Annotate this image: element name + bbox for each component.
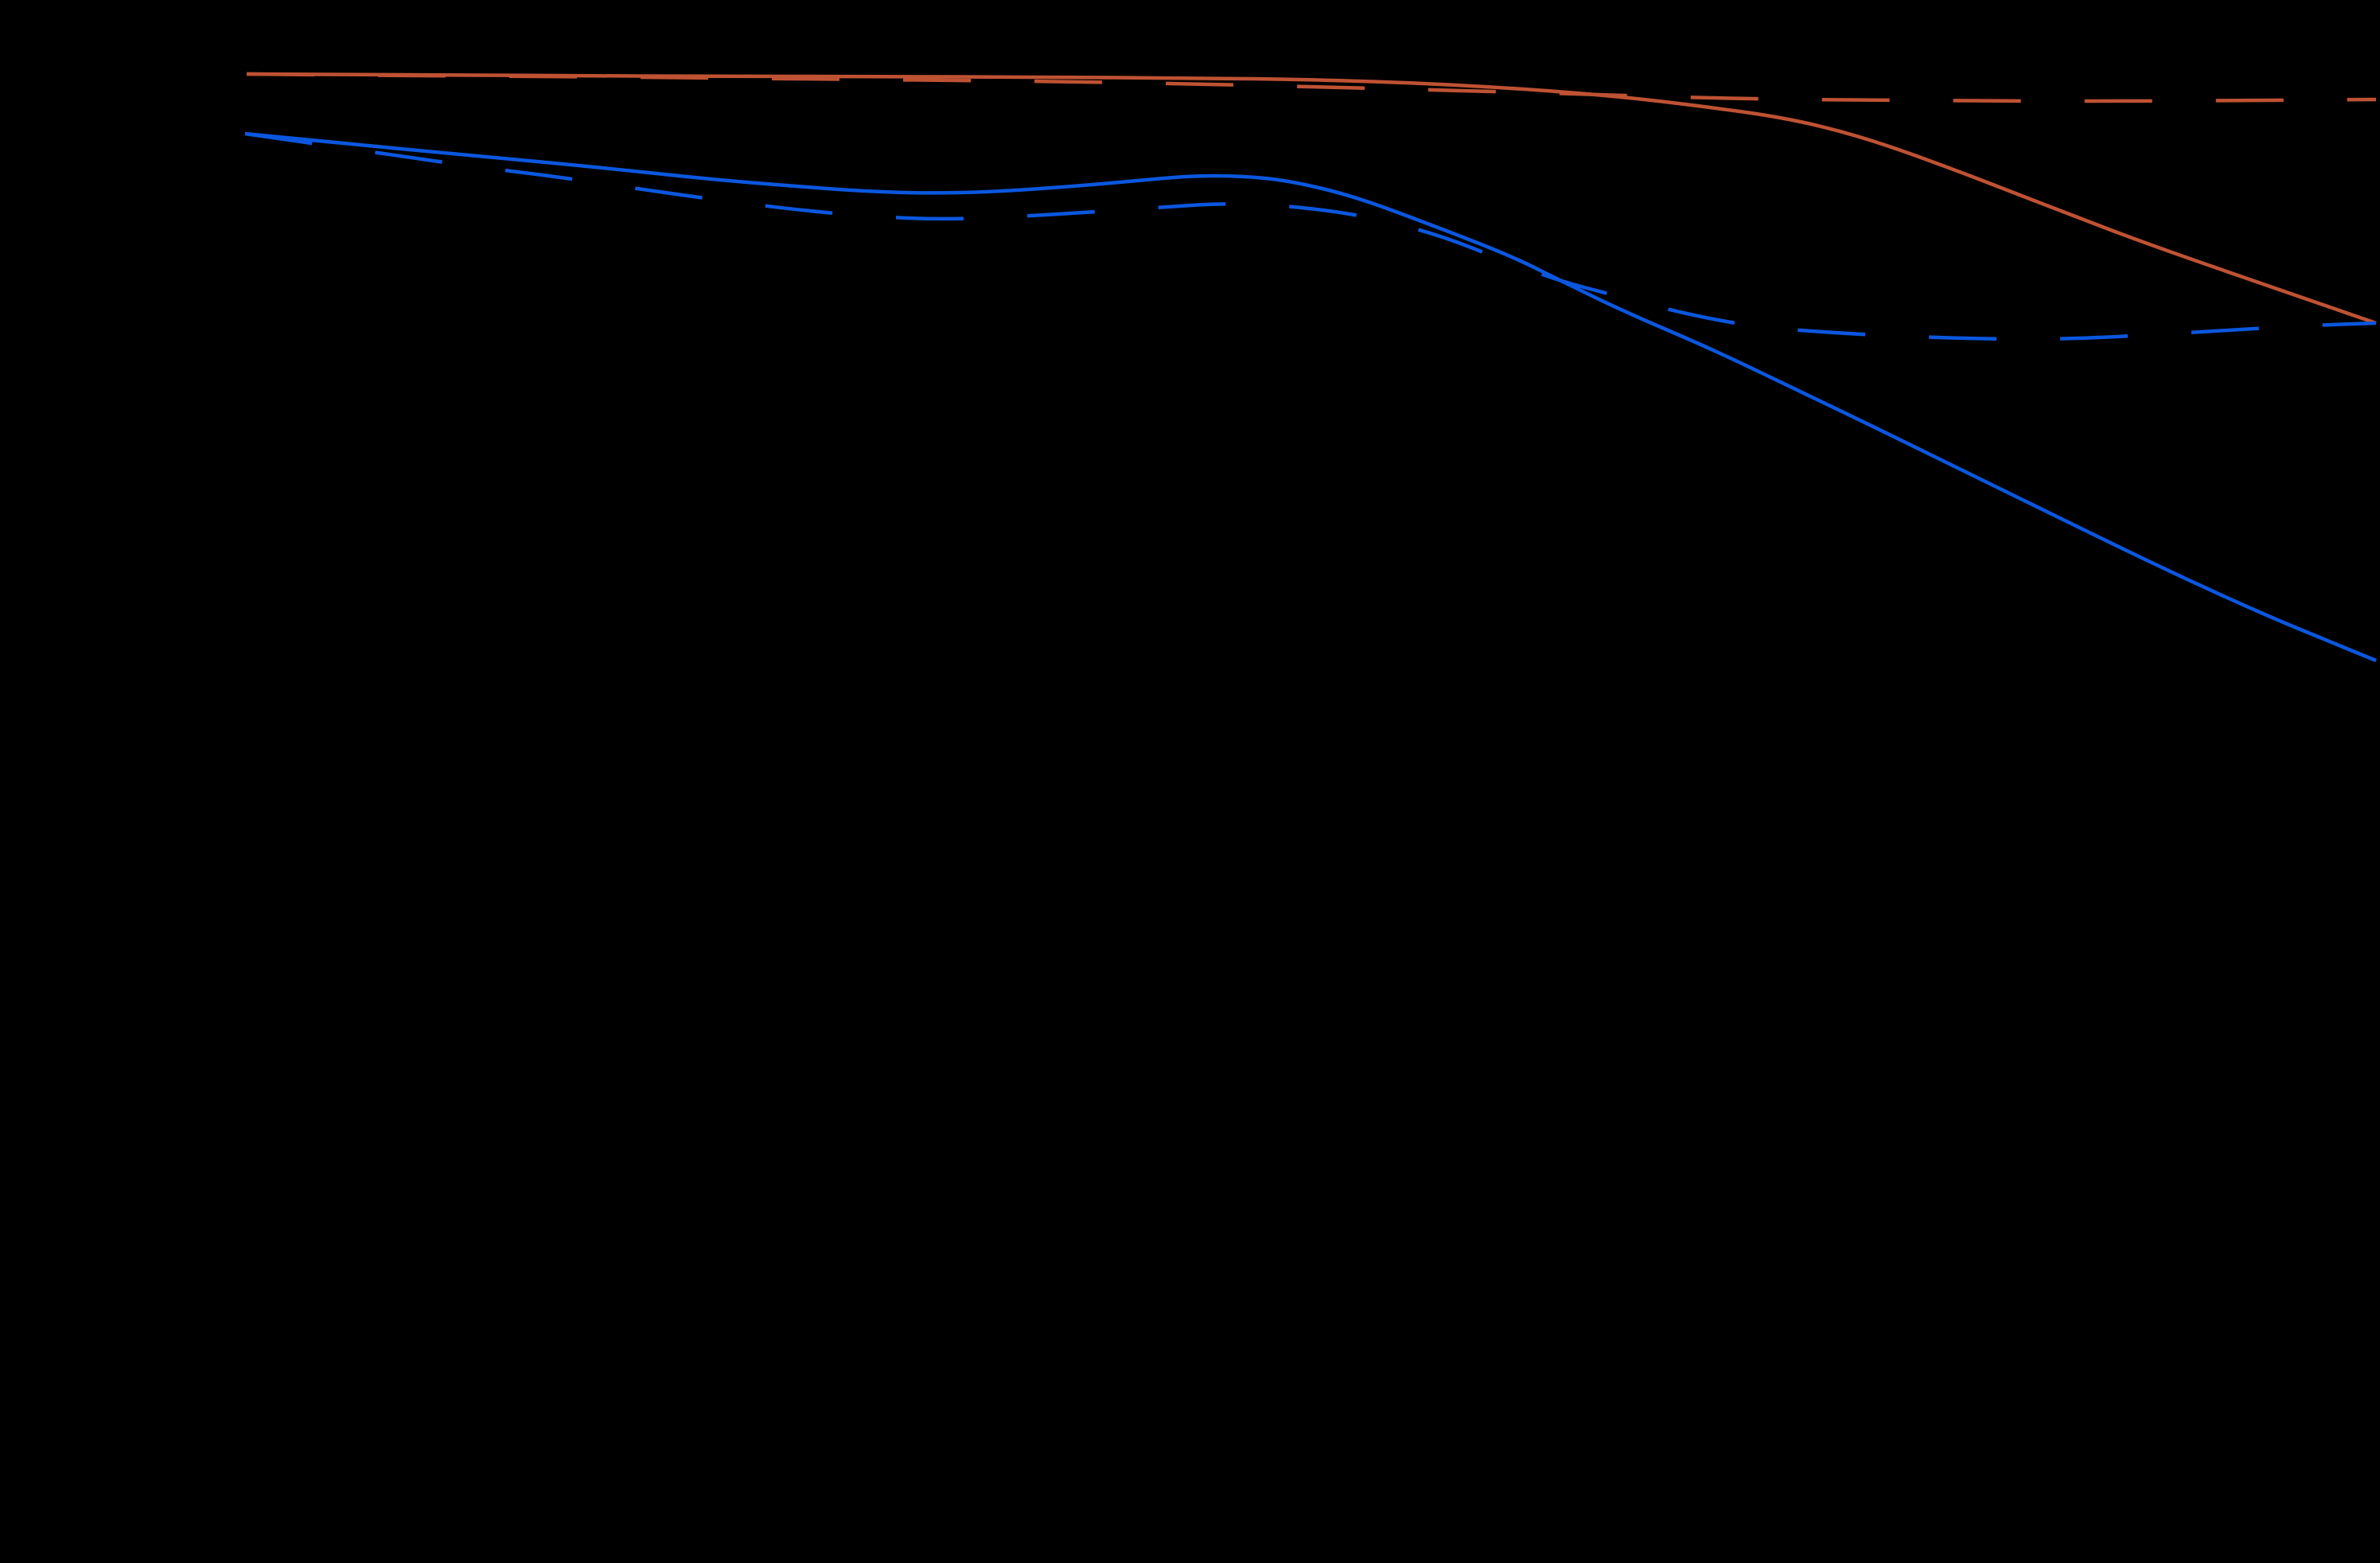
series-line-orange-solid bbox=[246, 72, 2377, 325]
series-line-blue-dashed bbox=[244, 131, 2377, 341]
series-line-blue-solid bbox=[244, 131, 2377, 663]
series-line-orange-dashed bbox=[246, 72, 2377, 103]
